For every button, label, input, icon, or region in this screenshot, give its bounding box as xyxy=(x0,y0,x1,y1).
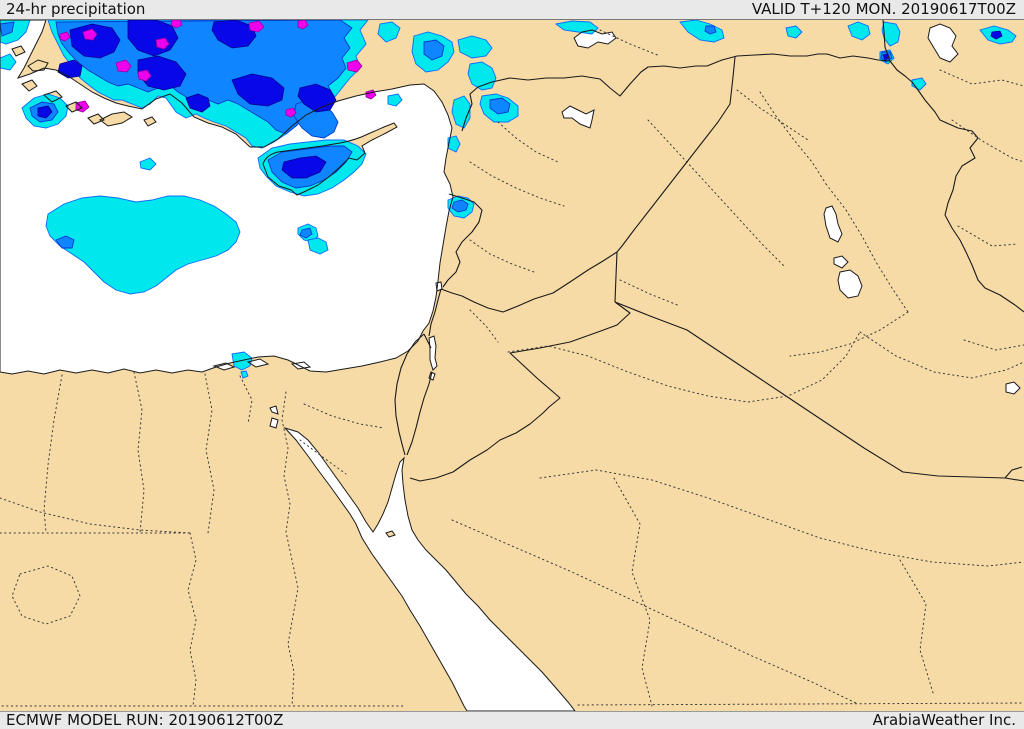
map-title: 24-hr precipitation xyxy=(6,0,146,18)
footer-bar: ECMWF MODEL RUN: 20190612T00Z ArabiaWeat… xyxy=(0,711,1024,729)
border-jordan-iraq xyxy=(614,251,618,303)
header-bar: 24-hr precipitation VALID T+120 MON. 201… xyxy=(0,0,1024,20)
border-israel-egypt xyxy=(394,333,425,456)
border-kuwait xyxy=(1004,466,1023,479)
border-israel-jordan-south xyxy=(406,371,433,456)
border-lebanon-syria xyxy=(442,193,483,288)
border-syria-jordan xyxy=(440,251,618,313)
border-gaza xyxy=(423,333,432,349)
border-iraq-saudi xyxy=(614,301,1024,482)
border-turkey-iran-north xyxy=(882,20,891,62)
country-border-layer xyxy=(394,20,1024,482)
border-jordan-saudi xyxy=(409,301,631,482)
valid-time-label: VALID T+120 MON. 20190617T00Z xyxy=(751,0,1016,18)
border-syria-iraq xyxy=(616,56,736,253)
map-canvas xyxy=(0,20,1024,711)
border-turkey-syria-iraq-iran xyxy=(461,53,891,132)
credit-label: ArabiaWeather Inc. xyxy=(872,711,1016,729)
border-iraq-iran xyxy=(889,60,1024,313)
precipitation-map xyxy=(0,20,1024,711)
admin-boundary-layer xyxy=(0,29,1024,707)
model-run-label: ECMWF MODEL RUN: 20190612T00Z xyxy=(6,711,284,729)
border-israel-jordan-north xyxy=(428,288,442,337)
